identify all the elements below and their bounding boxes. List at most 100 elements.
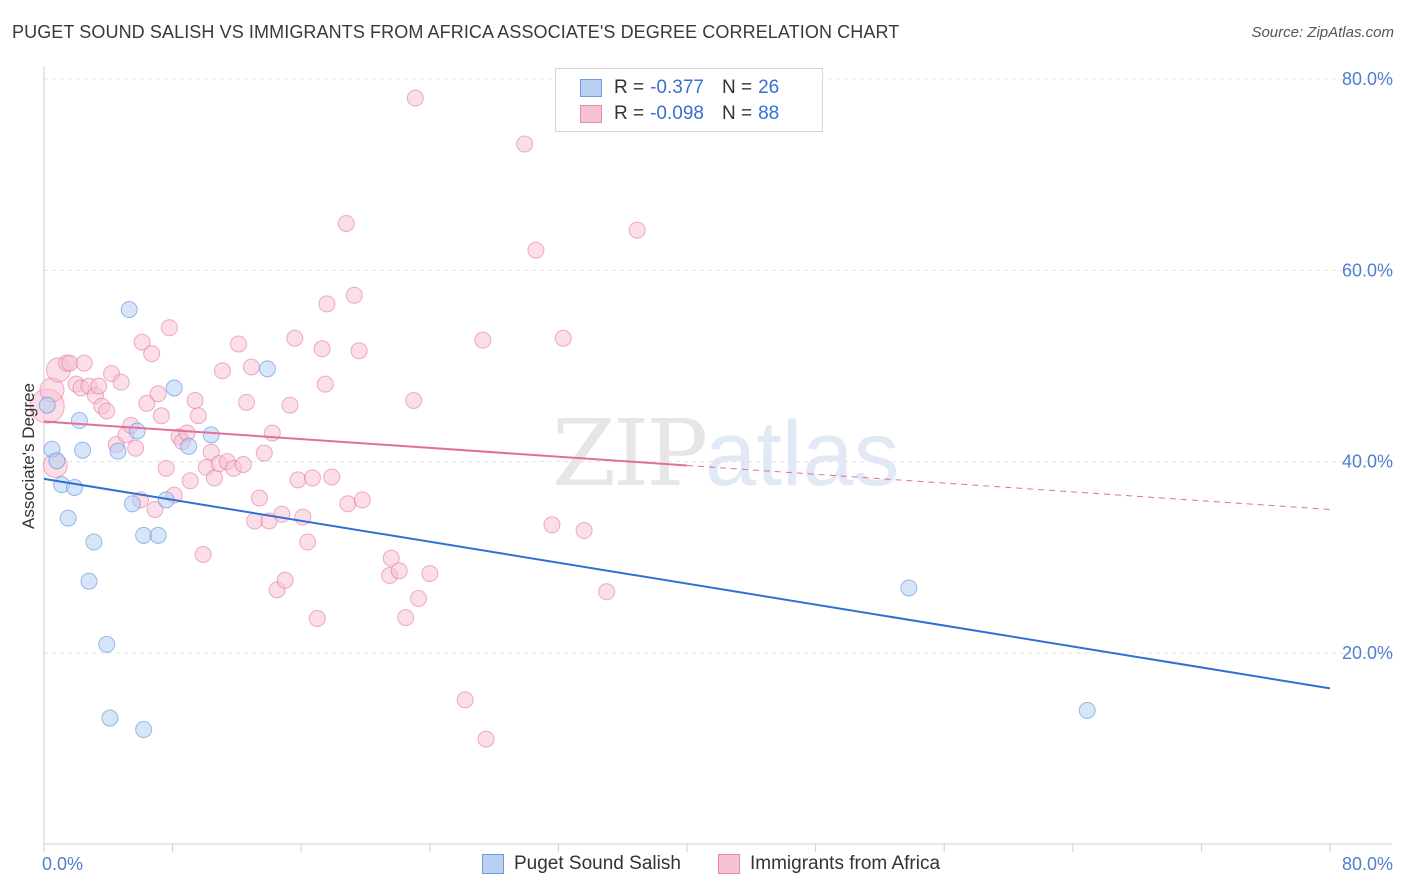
y-tick-label: 40.0% [1342, 452, 1393, 472]
trend-line-immigrants-from-africa [43, 420, 688, 467]
data-point [527, 241, 545, 259]
data-point [543, 516, 561, 534]
data-point [205, 469, 223, 487]
data-point [382, 549, 400, 567]
data-point [181, 472, 199, 490]
trend-lines [43, 420, 1331, 690]
data-point [133, 333, 151, 351]
data-point [59, 509, 77, 527]
data-point [135, 526, 153, 544]
y-tick-label: 20.0% [1342, 643, 1393, 663]
legend-r-value: -0.098 [650, 103, 704, 124]
data-point [313, 340, 331, 358]
bottom-legend-swatch-blue [482, 854, 504, 874]
source-label: Source: ZipAtlas.com [1251, 24, 1394, 41]
bottom-legend-immigrants-from-africa: Immigrants from Africa [718, 852, 940, 876]
data-point [186, 391, 204, 409]
data-point [397, 609, 415, 627]
data-point [258, 360, 276, 378]
watermark-zip: ZIP [552, 400, 708, 507]
data-point [273, 505, 291, 523]
trend-line-puget-sound-salish [43, 477, 1331, 690]
data-point [575, 522, 593, 540]
data-point [189, 407, 207, 425]
chart-title: PUGET SOUND SALISH VS IMMIGRANTS FROM AF… [12, 22, 900, 42]
legend-row-immigrants-from-africa: R = -0.098 N = 88 [580, 102, 779, 126]
data-point [255, 444, 273, 462]
legend-n-label: N = [721, 77, 753, 98]
watermark-atlas: atlas [705, 403, 900, 505]
data-point [74, 441, 92, 459]
data-point [127, 439, 145, 457]
series-immigrants-from-africa-points [29, 89, 646, 748]
axes [43, 66, 1392, 852]
data-point [143, 345, 161, 363]
x-tick-label: 0.0% [42, 854, 83, 874]
data-point [628, 221, 646, 239]
data-point [303, 469, 321, 487]
data-point [900, 579, 918, 597]
tick-labels: 20.0% 40.0% 60.0% 80.0% 0.0% 80.0% [42, 69, 1393, 874]
data-point [474, 331, 492, 349]
legend-swatch-pink [580, 105, 602, 123]
legend-row-puget-sound-salish: R = -0.377 N = 26 [580, 76, 779, 100]
data-point [516, 135, 534, 153]
data-point [180, 437, 198, 455]
data-point [308, 610, 326, 628]
data-point [337, 214, 355, 232]
data-point [299, 533, 317, 551]
data-point [238, 393, 256, 411]
data-point [406, 89, 424, 107]
data-point [1078, 701, 1096, 719]
data-point [263, 424, 281, 442]
data-point [323, 468, 341, 486]
data-point [316, 375, 334, 393]
y-axis-label: Associate's Degree [19, 383, 38, 529]
data-point [554, 329, 572, 347]
bottom-legend-label: Puget Sound Salish [514, 853, 681, 874]
data-point [456, 691, 474, 709]
data-point [230, 335, 248, 353]
data-point [138, 394, 156, 412]
data-point [101, 709, 119, 727]
data-point [289, 471, 307, 489]
data-point [410, 589, 428, 607]
data-point [85, 533, 103, 551]
data-point [75, 354, 93, 372]
data-point [318, 295, 336, 313]
data-point [149, 385, 167, 403]
data-point [405, 391, 423, 409]
data-point [123, 495, 141, 513]
data-point [250, 489, 268, 507]
legend-n-label: N = [721, 103, 753, 124]
legend-r-value: -0.377 [650, 77, 704, 98]
data-point [286, 329, 304, 347]
data-point [109, 442, 127, 460]
data-point [234, 456, 252, 474]
data-point [477, 730, 495, 748]
y-tick-label: 80.0% [1342, 69, 1393, 89]
data-point [246, 512, 264, 530]
legend-n-value: 88 [758, 103, 780, 124]
data-point [90, 377, 108, 395]
data-point [48, 452, 66, 470]
bottom-legend-swatch-pink [718, 854, 740, 874]
data-point [38, 396, 56, 414]
data-point [120, 301, 138, 319]
data-point [80, 572, 98, 590]
data-point [390, 562, 408, 580]
data-point [339, 495, 357, 513]
data-point [128, 422, 146, 440]
data-point [353, 491, 371, 509]
data-point [421, 565, 439, 583]
data-point [70, 412, 88, 430]
data-point [98, 402, 116, 420]
x-tick-label: 80.0% [1342, 854, 1393, 874]
legend-r-label: R = [614, 77, 645, 98]
legend-n-value: 26 [758, 77, 780, 98]
data-point [350, 342, 368, 360]
data-point [157, 459, 175, 477]
data-point [276, 571, 294, 589]
data-point [213, 362, 231, 380]
